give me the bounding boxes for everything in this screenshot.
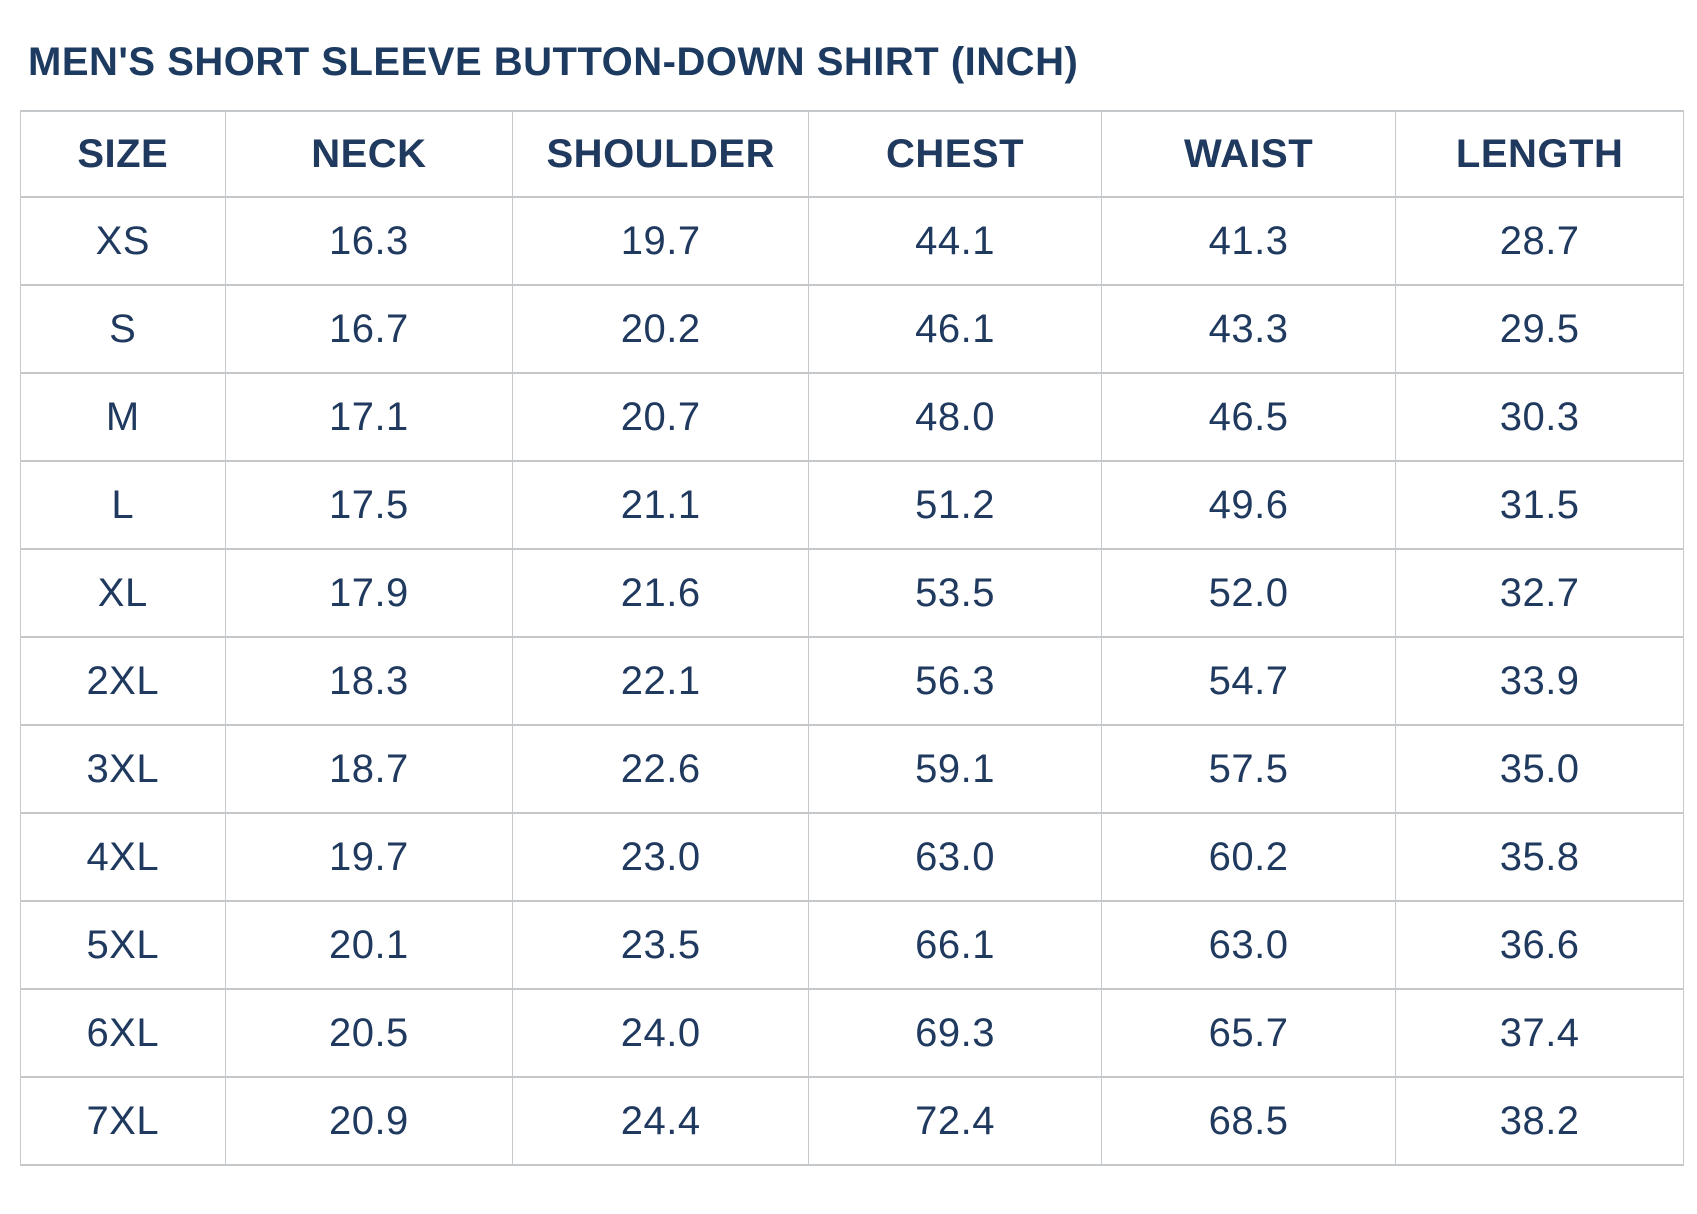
- measurement-value: 65.7: [1100, 988, 1397, 1078]
- measurement-value: 60.2: [1100, 812, 1397, 902]
- column-header-length: LENGTH: [1395, 110, 1684, 198]
- measurement-value: 28.7: [1395, 196, 1684, 286]
- measurement-value: 20.7: [512, 372, 810, 462]
- measurement-value: 68.5: [1100, 1076, 1397, 1166]
- measurement-value: 31.5: [1395, 460, 1684, 550]
- measurement-value: 21.1: [512, 460, 810, 550]
- measurement-value: 33.9: [1395, 636, 1684, 726]
- size-label: 4XL: [20, 812, 226, 902]
- measurement-value: 16.3: [224, 196, 514, 286]
- size-chart-table: SIZE NECK SHOULDER CHEST WAIST LENGTH XS 16.3 1…: [20, 110, 1684, 1166]
- size-label: 7XL: [20, 1076, 226, 1166]
- measurement-value: 38.2: [1395, 1076, 1684, 1166]
- measurement-value: 53.5: [808, 548, 1102, 638]
- column-header-size: SIZE: [20, 110, 226, 198]
- size-label: 2XL: [20, 636, 226, 726]
- measurement-value: 17.1: [224, 372, 514, 462]
- size-chart-page: MEN'S SHORT SLEEVE BUTTON-DOWN SHIRT (IN…: [0, 38, 1697, 1214]
- size-label: L: [20, 460, 226, 550]
- measurement-value: 72.4: [808, 1076, 1102, 1166]
- measurement-value: 32.7: [1395, 548, 1684, 638]
- measurement-value: 37.4: [1395, 988, 1684, 1078]
- size-label: M: [20, 372, 226, 462]
- measurement-value: 57.5: [1100, 724, 1397, 814]
- size-label: XS: [20, 196, 226, 286]
- table-row-6xl: 6XL 20.5 24.0 69.3 65.7 37.4: [20, 988, 1684, 1078]
- measurement-value: 18.3: [224, 636, 514, 726]
- table-row-s: S 16.7 20.2 46.1 43.3 29.5: [20, 284, 1684, 374]
- size-label: 5XL: [20, 900, 226, 990]
- measurement-value: 24.0: [512, 988, 810, 1078]
- table-row-5xl: 5XL 20.1 23.5 66.1 63.0 36.6: [20, 900, 1684, 990]
- measurement-value: 63.0: [1100, 900, 1397, 990]
- measurement-value: 35.8: [1395, 812, 1684, 902]
- measurement-value: 30.3: [1395, 372, 1684, 462]
- size-label: XL: [20, 548, 226, 638]
- table-row-m: M 17.1 20.7 48.0 46.5 30.3: [20, 372, 1684, 462]
- measurement-value: 20.9: [224, 1076, 514, 1166]
- size-label: 6XL: [20, 988, 226, 1078]
- measurement-value: 48.0: [808, 372, 1102, 462]
- measurement-value: 59.1: [808, 724, 1102, 814]
- measurement-value: 66.1: [808, 900, 1102, 990]
- column-header-waist: WAIST: [1100, 110, 1397, 198]
- measurement-value: 22.1: [512, 636, 810, 726]
- measurement-value: 21.6: [512, 548, 810, 638]
- table-row-3xl: 3XL 18.7 22.6 59.1 57.5 35.0: [20, 724, 1684, 814]
- measurement-value: 46.5: [1100, 372, 1397, 462]
- measurement-value: 44.1: [808, 196, 1102, 286]
- table-row-2xl: 2XL 18.3 22.1 56.3 54.7 33.9: [20, 636, 1684, 726]
- table-row-l: L 17.5 21.1 51.2 49.6 31.5: [20, 460, 1684, 550]
- measurement-value: 54.7: [1100, 636, 1397, 726]
- column-header-shoulder: SHOULDER: [512, 110, 810, 198]
- measurement-value: 51.2: [808, 460, 1102, 550]
- measurement-value: 69.3: [808, 988, 1102, 1078]
- table-row-7xl: 7XL 20.9 24.4 72.4 68.5 38.2: [20, 1076, 1684, 1166]
- measurement-value: 23.5: [512, 900, 810, 990]
- measurement-value: 20.5: [224, 988, 514, 1078]
- table-row-xs: XS 16.3 19.7 44.1 41.3 28.7: [20, 196, 1684, 286]
- measurement-value: 20.2: [512, 284, 810, 374]
- measurement-value: 35.0: [1395, 724, 1684, 814]
- measurement-value: 17.9: [224, 548, 514, 638]
- table-header-row: SIZE NECK SHOULDER CHEST WAIST LENGTH: [20, 110, 1684, 198]
- measurement-value: 36.6: [1395, 900, 1684, 990]
- measurement-value: 56.3: [808, 636, 1102, 726]
- measurement-value: 23.0: [512, 812, 810, 902]
- table-row-xl: XL 17.9 21.6 53.5 52.0 32.7: [20, 548, 1684, 638]
- measurement-value: 24.4: [512, 1076, 810, 1166]
- measurement-value: 17.5: [224, 460, 514, 550]
- table-row-4xl: 4XL 19.7 23.0 63.0 60.2 35.8: [20, 812, 1684, 902]
- size-label: S: [20, 284, 226, 374]
- measurement-value: 19.7: [224, 812, 514, 902]
- measurement-value: 43.3: [1100, 284, 1397, 374]
- measurement-value: 46.1: [808, 284, 1102, 374]
- measurement-value: 29.5: [1395, 284, 1684, 374]
- measurement-value: 41.3: [1100, 196, 1397, 286]
- measurement-value: 19.7: [512, 196, 810, 286]
- column-header-chest: CHEST: [808, 110, 1102, 198]
- column-header-neck: NECK: [224, 110, 514, 198]
- measurement-value: 63.0: [808, 812, 1102, 902]
- measurement-value: 16.7: [224, 284, 514, 374]
- measurement-value: 22.6: [512, 724, 810, 814]
- size-label: 3XL: [20, 724, 226, 814]
- page-title: MEN'S SHORT SLEEVE BUTTON-DOWN SHIRT (IN…: [28, 40, 1079, 84]
- measurement-value: 20.1: [224, 900, 514, 990]
- measurement-value: 52.0: [1100, 548, 1397, 638]
- measurement-value: 49.6: [1100, 460, 1397, 550]
- measurement-value: 18.7: [224, 724, 514, 814]
